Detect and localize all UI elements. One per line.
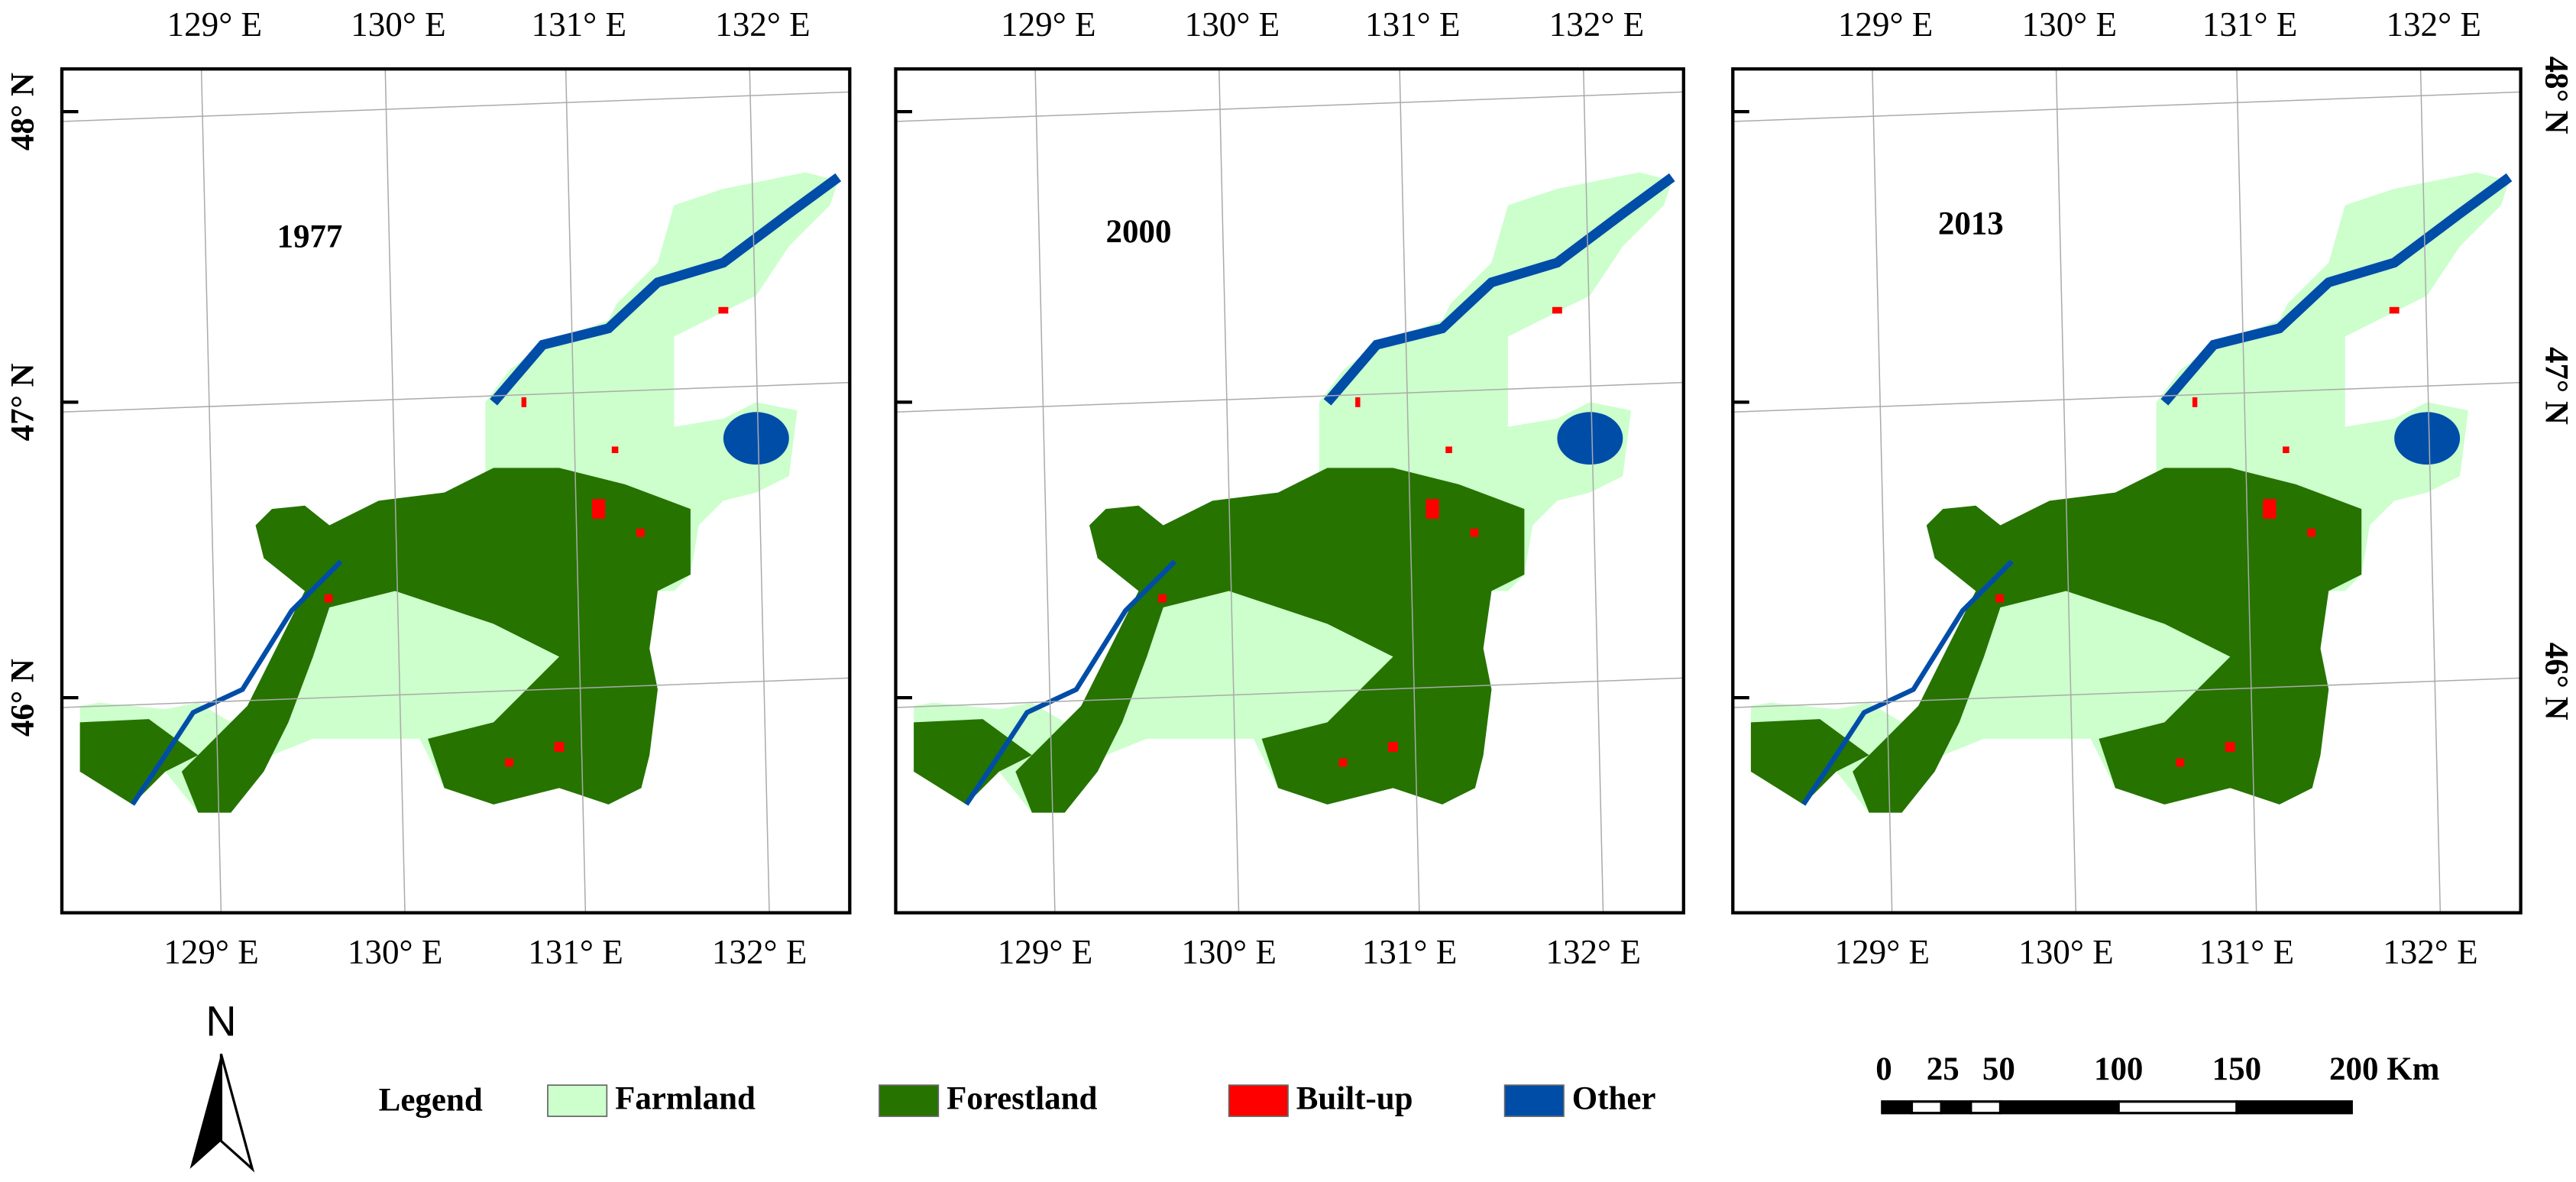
longitude-label: 130° E <box>2018 933 2114 971</box>
meridian <box>200 69 222 913</box>
meridian <box>1399 69 1420 913</box>
scale-segment <box>1881 1100 1914 1115</box>
panel-frame <box>894 67 1685 915</box>
longitude-label: 129° E <box>998 933 1093 971</box>
scale-segment <box>2235 1100 2353 1115</box>
parallel <box>895 677 1684 708</box>
map-frame-content <box>1733 69 2521 913</box>
scale-segment <box>2117 1100 2238 1115</box>
arrow-left <box>189 1054 222 1169</box>
parallel <box>61 381 850 413</box>
longitude-label: 132° E <box>1549 5 1645 44</box>
scale-label: 50 <box>1982 1051 2015 1087</box>
scale-label: 25 <box>1927 1051 1960 1087</box>
longitude-label: 132° E <box>2386 5 2481 44</box>
parallel <box>61 677 850 708</box>
parallel <box>895 91 1684 122</box>
legend-swatch <box>1228 1084 1289 1117</box>
legend-swatch <box>547 1084 608 1117</box>
meridian <box>384 69 406 913</box>
panel-year: 2000 <box>1106 214 1172 250</box>
scale-segment <box>1940 1100 1972 1115</box>
longitude-label: 129° E <box>163 933 259 971</box>
north-label: N <box>205 996 236 1044</box>
longitude-label: 129° E <box>167 5 263 44</box>
panel-year: 1977 <box>277 219 342 255</box>
latitude-label: 47° N <box>2539 347 2574 425</box>
latitude-label: 46° N <box>2539 643 2574 721</box>
longitude-label: 131° E <box>1362 933 1458 971</box>
longitude-label: 130° E <box>1185 5 1280 44</box>
legend-label: Farmland <box>615 1081 756 1117</box>
longitude-label: 129° E <box>1838 5 1934 44</box>
longitude-label: 132° E <box>2383 933 2478 971</box>
parallel <box>1733 91 2521 122</box>
scale-label: 100 <box>2094 1051 2143 1087</box>
legend-swatch <box>1503 1084 1565 1117</box>
scale-segment <box>1910 1100 1943 1115</box>
latitude-label: 48° N <box>5 73 41 151</box>
meridian <box>2236 69 2257 913</box>
longitude-label: 130° E <box>1181 933 1277 971</box>
scale-label: 150 <box>2212 1051 2261 1087</box>
scale-bar: 0 25 50 100 150 200 Km <box>1875 1051 2440 1115</box>
longitude-label: 132° E <box>715 5 811 44</box>
map-frame-content <box>895 69 1684 913</box>
map-shape <box>1751 173 2510 813</box>
scale-segment <box>1969 1100 2002 1115</box>
scale-label: 200 Km <box>2329 1051 2440 1087</box>
scale-label: 0 <box>1875 1051 1892 1087</box>
panel-year: 2013 <box>1938 206 2004 241</box>
map-shape <box>914 173 1672 813</box>
legend-swatch <box>879 1084 940 1117</box>
meridian <box>565 69 587 913</box>
latitude-label: 46° N <box>5 659 41 737</box>
latitude-label: 48° N <box>2539 57 2574 134</box>
longitude-label: 130° E <box>348 933 443 971</box>
north-arrow: N <box>189 996 255 1173</box>
legend: Legend Farmland Forestland Built-up Other <box>379 1081 1656 1119</box>
map-frame-content <box>61 69 850 913</box>
meridian <box>1034 69 1056 913</box>
legend-title: Legend <box>379 1083 483 1119</box>
map-panel: 1977 129° E 129° E 130° E 130° E 131° E 131° E… <box>60 5 852 971</box>
panels: 1977 129° E 129° E 130° E 130° E 131° E 131° E… <box>5 5 2574 971</box>
longitude-label: 130° E <box>2021 5 2117 44</box>
longitude-label: 131° E <box>2199 933 2295 971</box>
legend-label: Other <box>1572 1081 1656 1117</box>
meridian <box>2055 69 2077 913</box>
longitude-label: 131° E <box>1365 5 1461 44</box>
legend-label: Forestland <box>947 1081 1097 1117</box>
meridian <box>1582 69 1604 913</box>
longitude-label: 132° E <box>712 933 807 971</box>
map-shape <box>80 173 839 813</box>
arrow-right <box>219 1053 255 1173</box>
latitude-label: 47° N <box>5 363 41 441</box>
longitude-label: 129° E <box>1001 5 1096 44</box>
longitude-label: 131° E <box>2202 5 2298 44</box>
scale-segment <box>1998 1100 2120 1115</box>
meridian <box>749 69 770 913</box>
map-panel: 2013 129° E 129° E 130° E 130° E 131° E 131° E… <box>1731 5 2523 971</box>
meridian <box>1218 69 1240 913</box>
parallel <box>1733 677 2521 708</box>
meridian <box>1872 69 1893 913</box>
parallel <box>61 91 850 122</box>
legend-label: Built-up <box>1296 1081 1413 1117</box>
longitude-label: 130° E <box>351 5 446 44</box>
longitude-label: 129° E <box>1835 933 1930 971</box>
longitude-label: 131° E <box>532 5 627 44</box>
panel-frame <box>60 67 852 915</box>
panel-frame <box>1731 67 2523 915</box>
longitude-label: 132° E <box>1545 933 1641 971</box>
parallel <box>1733 381 2521 413</box>
longitude-label: 131° E <box>528 933 623 971</box>
parallel <box>895 381 1684 413</box>
map-panel: 2000 129° E 129° E 130° E 130° E 131° E 131° E… <box>894 5 1685 971</box>
meridian <box>2419 69 2442 913</box>
